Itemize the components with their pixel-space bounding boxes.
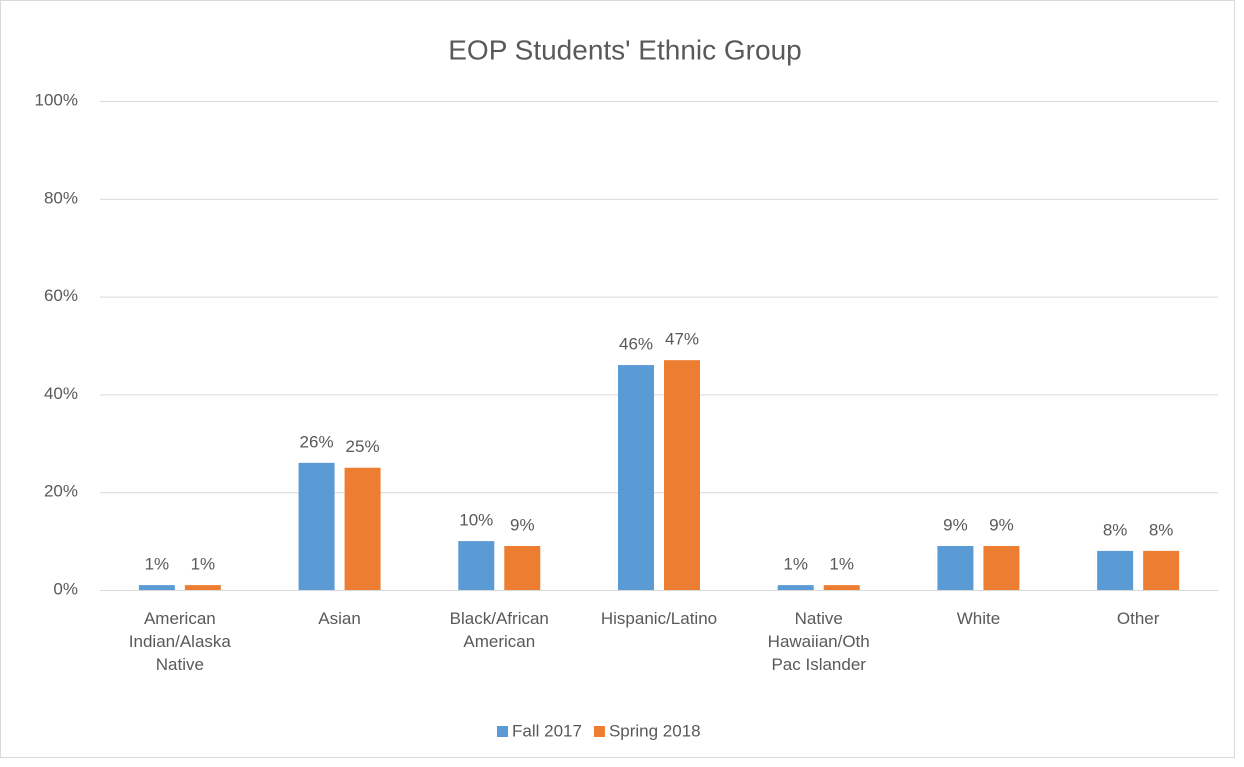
bar xyxy=(1097,550,1134,590)
bar xyxy=(344,467,381,590)
y-tick-label: 0% xyxy=(53,579,78,598)
data-label: 25% xyxy=(346,437,380,456)
bar xyxy=(298,462,335,590)
data-label: 10% xyxy=(459,511,493,530)
legend-label: Fall 2017 xyxy=(512,721,582,740)
y-tick-label: 80% xyxy=(44,188,78,207)
y-tick-label: 100% xyxy=(35,90,78,109)
data-label: 1% xyxy=(191,555,216,574)
bar xyxy=(937,545,974,590)
data-label: 1% xyxy=(829,555,854,574)
x-tick-label: Hispanic/Latino xyxy=(600,609,718,628)
bar xyxy=(458,541,495,590)
data-label: 8% xyxy=(1149,520,1174,539)
y-tick-label: 20% xyxy=(44,482,78,501)
data-label: 47% xyxy=(665,330,699,349)
bar xyxy=(664,360,700,590)
data-label: 8% xyxy=(1103,520,1128,539)
x-tick-label: American Indian/Alaska Native xyxy=(128,609,231,674)
chart-title: EOP Students' Ethnic Group xyxy=(448,34,801,65)
bar xyxy=(777,585,814,590)
y-tick-label: 60% xyxy=(44,286,78,305)
x-tick-label: Native Hawaiian/Oth Pac Islander xyxy=(767,609,870,674)
data-label: 26% xyxy=(300,432,334,451)
bar xyxy=(1143,550,1180,590)
x-tick-label: Asian xyxy=(318,609,361,628)
x-tick-label: Other xyxy=(1116,609,1160,628)
x-tick-label: Black/African American xyxy=(449,609,549,651)
y-tick-label: 40% xyxy=(44,384,78,403)
legend-swatch xyxy=(497,726,508,737)
bar xyxy=(618,365,654,590)
bar xyxy=(983,545,1020,590)
legend-label: Spring 2018 xyxy=(609,721,701,740)
legend-swatch xyxy=(593,726,605,737)
data-label: 46% xyxy=(619,335,653,354)
bar xyxy=(823,585,860,590)
data-label: 1% xyxy=(145,555,170,574)
data-label: 9% xyxy=(943,515,968,534)
bar xyxy=(138,585,175,590)
data-label: 9% xyxy=(510,515,535,534)
bar xyxy=(504,545,541,590)
x-tick-label: White xyxy=(956,609,1001,628)
data-label: 1% xyxy=(783,555,808,574)
bar xyxy=(184,585,221,590)
data-label: 9% xyxy=(989,515,1014,534)
